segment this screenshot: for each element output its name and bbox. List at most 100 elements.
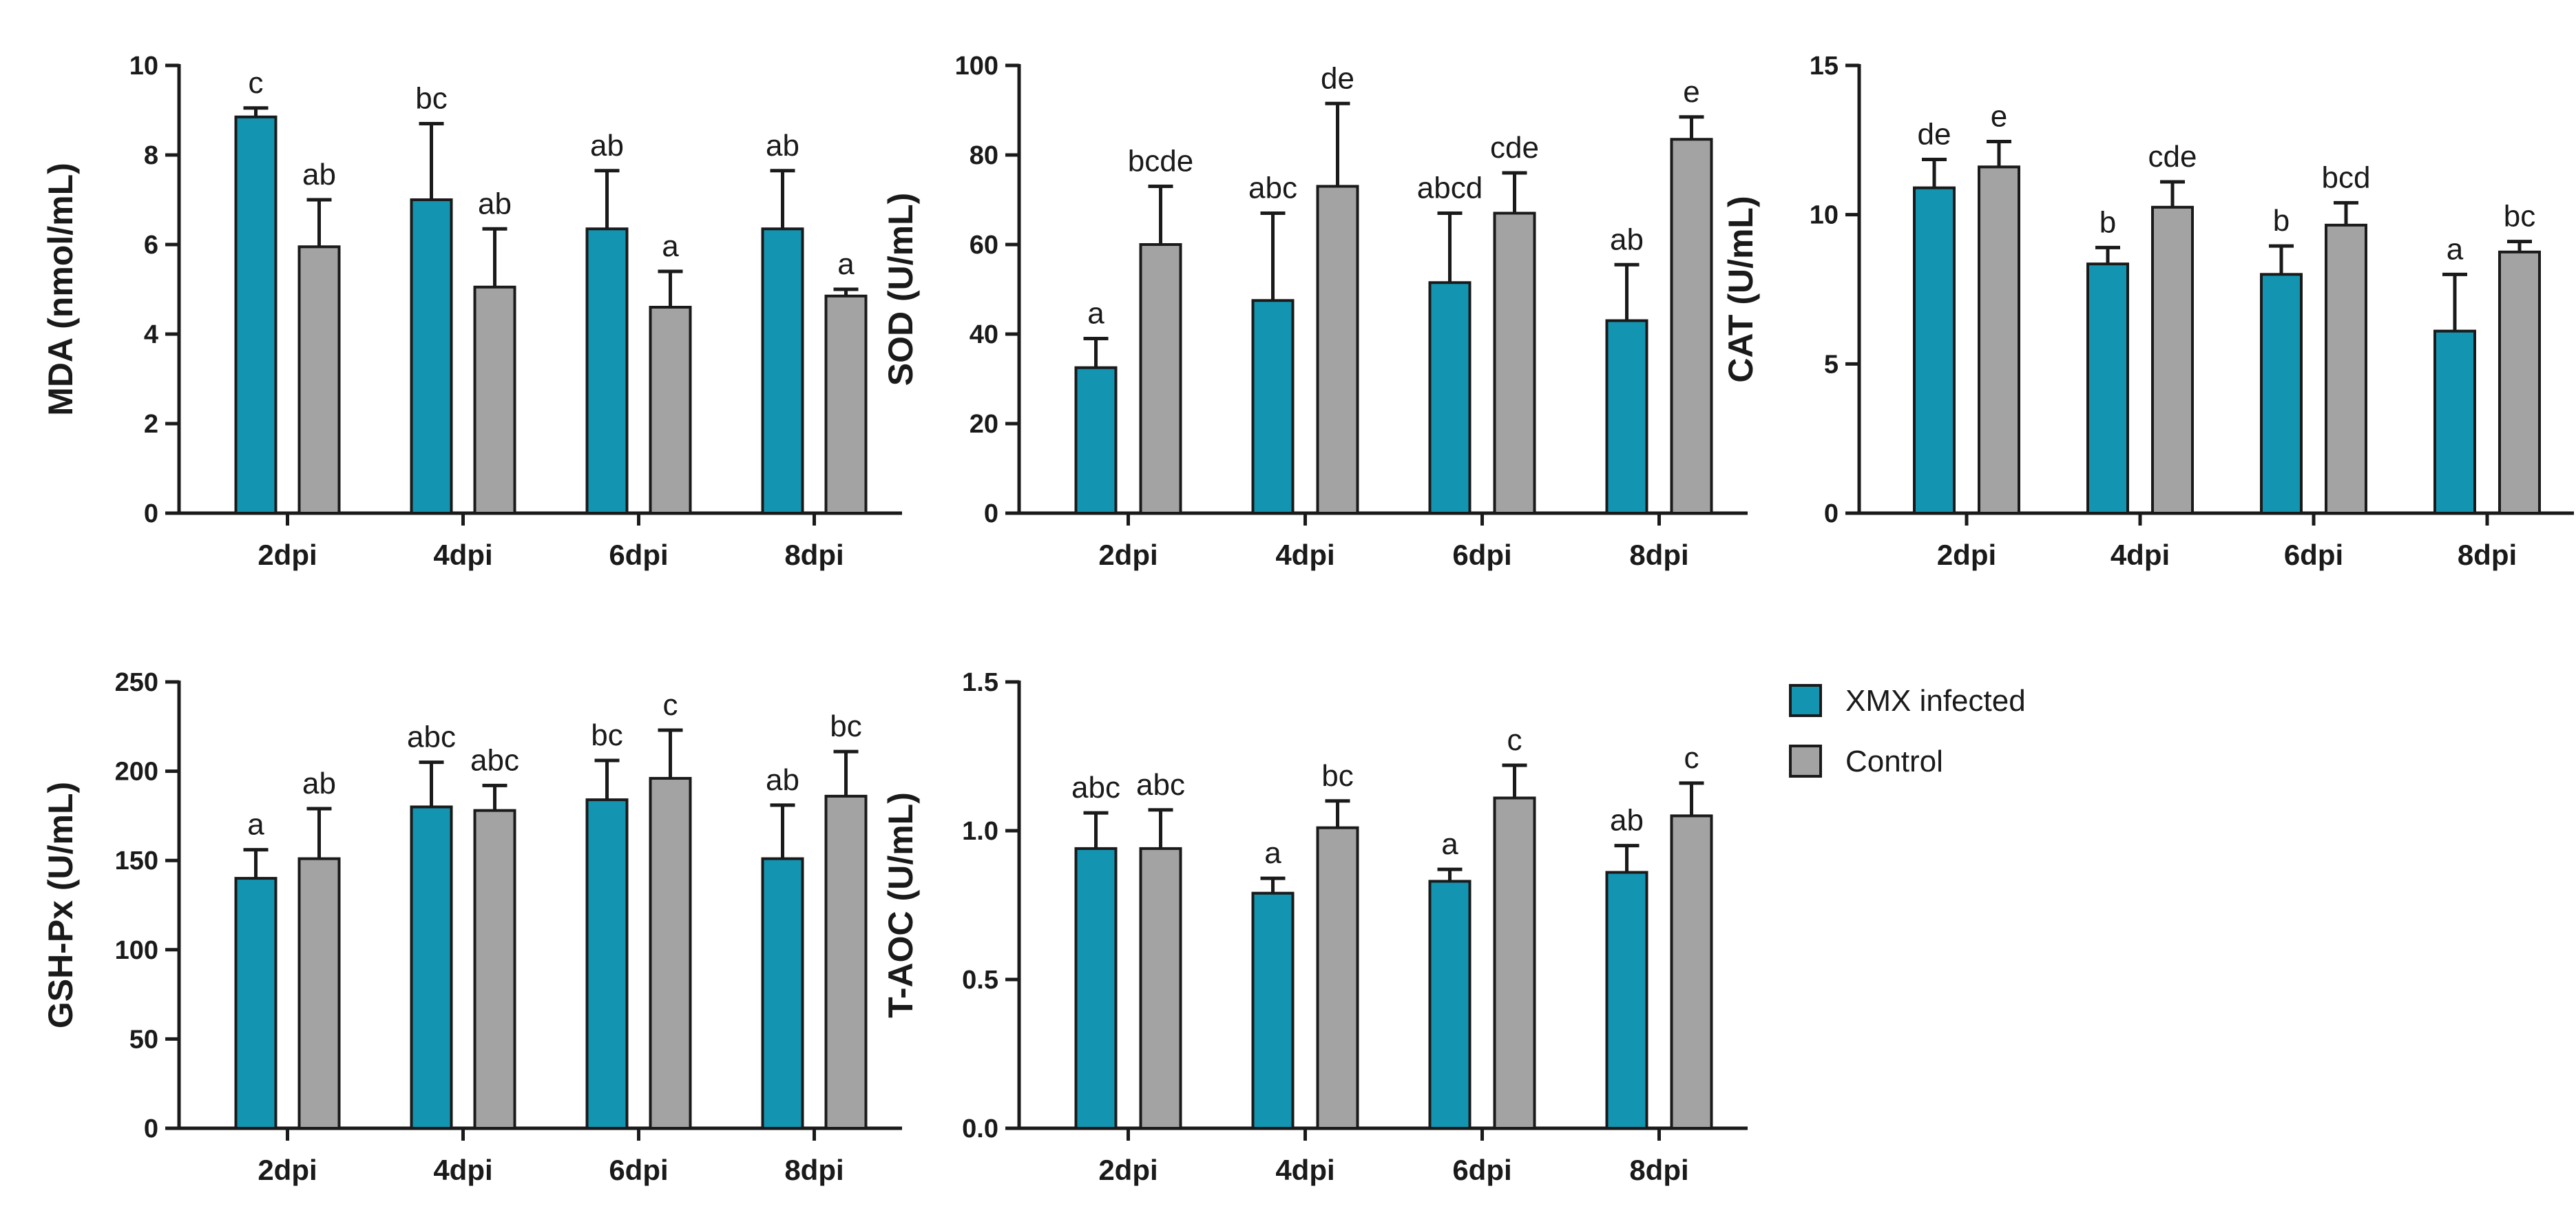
- y-tick-label: 2: [144, 410, 158, 439]
- x-tick-label: 8dpi: [784, 539, 844, 571]
- significance-label: b: [2099, 205, 2116, 239]
- bar-control-4dpi: [1316, 826, 1359, 1130]
- y-tick-label: 8: [144, 141, 158, 170]
- bar-xmx-infected-4dpi: [410, 805, 453, 1130]
- y-tick-label: 0: [1824, 499, 1839, 528]
- significance-label: e: [1991, 100, 2007, 134]
- significance-label: ab: [590, 129, 624, 163]
- significance-label: cde: [1490, 131, 1539, 165]
- y-tick-label: 100: [115, 936, 158, 965]
- significance-label: bcde: [1128, 145, 1193, 178]
- significance-label: bcd: [2322, 160, 2371, 194]
- significance-label: abc: [1071, 771, 1120, 805]
- significance-label: bc: [415, 82, 447, 116]
- significance-label: c: [1684, 741, 1699, 775]
- bar-control-6dpi: [649, 776, 692, 1130]
- chart-panel-4: 0 50 100 150 200 250 GSH-Px (U/mL) 2dpi a ab 4dpi a…: [41, 668, 902, 1186]
- x-tick-label: 4dpi: [2111, 539, 2170, 571]
- y-tick-label: 6: [144, 231, 158, 260]
- significance-label: abcd: [1417, 172, 1483, 205]
- significance-label: abc: [1248, 172, 1297, 205]
- bar-control-6dpi: [1493, 211, 1536, 515]
- x-tick-label: 6dpi: [1452, 1154, 1511, 1186]
- x-tick-label: 8dpi: [784, 1154, 844, 1186]
- bar-control-8dpi: [1670, 814, 1713, 1130]
- x-tick-label: 2dpi: [1098, 1154, 1158, 1186]
- significance-label: ab: [302, 158, 336, 191]
- significance-label: cde: [2148, 140, 2197, 174]
- significance-label: ab: [1610, 804, 1644, 838]
- bar-xmx-infected-4dpi: [1251, 299, 1295, 515]
- y-tick-label: 0: [984, 499, 998, 528]
- y-tick-label: 10: [1810, 201, 1839, 230]
- x-tick-label: 4dpi: [433, 539, 492, 571]
- significance-label: ab: [478, 187, 512, 220]
- bar-control-4dpi: [473, 285, 516, 515]
- bar-xmx-infected-2dpi: [234, 115, 278, 515]
- bar-control-2dpi: [1139, 847, 1182, 1130]
- bar-xmx-infected-4dpi: [410, 198, 453, 515]
- significance-label: a: [837, 247, 855, 281]
- y-tick-label: 150: [115, 847, 158, 875]
- y-axis-title: MDA (nmol/mL): [41, 163, 80, 416]
- y-tick-label: 100: [955, 52, 998, 81]
- x-tick-label: 4dpi: [1275, 1154, 1334, 1186]
- y-tick-label: 250: [115, 668, 158, 697]
- y-tick-label: 20: [970, 410, 998, 439]
- y-tick-label: 0.0: [962, 1114, 998, 1143]
- bar-xmx-infected-2dpi: [1913, 186, 1956, 515]
- bar-xmx-infected-8dpi: [2433, 329, 2476, 515]
- x-tick-label: 6dpi: [1452, 539, 1511, 571]
- bar-xmx-infected-6dpi: [585, 227, 629, 515]
- significance-label: b: [2273, 204, 2290, 238]
- bar-xmx-infected-6dpi: [1428, 281, 1472, 515]
- legend-swatch-xmx-infected: [1789, 684, 1822, 717]
- significance-label: de: [1321, 61, 1354, 95]
- bar-xmx-infected-4dpi: [1251, 891, 1295, 1130]
- significance-label: ab: [766, 763, 799, 797]
- bar-control-6dpi: [649, 306, 692, 515]
- significance-label: a: [2447, 232, 2464, 266]
- legend-label: XMX infected: [1845, 684, 2026, 718]
- legend-label: Control: [1845, 745, 1943, 778]
- legend: XMX infected Control: [1789, 684, 2026, 778]
- x-tick-label: 4dpi: [1275, 539, 1334, 571]
- significance-label: c: [249, 66, 264, 100]
- significance-label: a: [1264, 836, 1281, 870]
- significance-label: ab: [302, 767, 336, 800]
- significance-label: bc: [830, 709, 861, 743]
- bar-control-2dpi: [297, 857, 341, 1130]
- bar-xmx-infected-2dpi: [1074, 847, 1118, 1130]
- x-tick-label: 2dpi: [258, 539, 317, 571]
- bar-xmx-infected-6dpi: [1428, 880, 1472, 1130]
- y-tick-label: 60: [970, 231, 998, 260]
- bar-xmx-infected-8dpi: [761, 857, 804, 1130]
- y-tick-label: 15: [1810, 52, 1839, 81]
- bar-control-6dpi: [2325, 223, 2367, 515]
- significance-label: bc: [2504, 200, 2535, 234]
- significance-label: e: [1683, 75, 1699, 109]
- y-axis-title: SOD (U/mL): [881, 193, 920, 386]
- y-tick-label: 5: [1824, 350, 1839, 379]
- bar-control-2dpi: [1139, 243, 1182, 515]
- bar-control-8dpi: [824, 794, 868, 1130]
- y-axis-title: GSH-Px (U/mL): [41, 782, 80, 1028]
- significance-label: a: [247, 808, 264, 842]
- significance-label: abc: [470, 743, 519, 777]
- bar-control-4dpi: [1316, 185, 1359, 515]
- bar-control-4dpi: [473, 809, 516, 1130]
- significance-label: ab: [1610, 222, 1644, 256]
- y-tick-label: 0: [144, 499, 158, 528]
- y-axis-title: T-AOC (U/mL): [881, 792, 920, 1018]
- bar-xmx-infected-6dpi: [2260, 273, 2303, 515]
- significance-label: abc: [1136, 768, 1185, 802]
- bar-control-2dpi: [1978, 165, 2020, 515]
- x-tick-label: 8dpi: [1629, 539, 1688, 571]
- y-tick-label: 200: [115, 758, 158, 787]
- y-tick-label: 1.0: [962, 817, 998, 846]
- bar-xmx-infected-8dpi: [1605, 871, 1648, 1130]
